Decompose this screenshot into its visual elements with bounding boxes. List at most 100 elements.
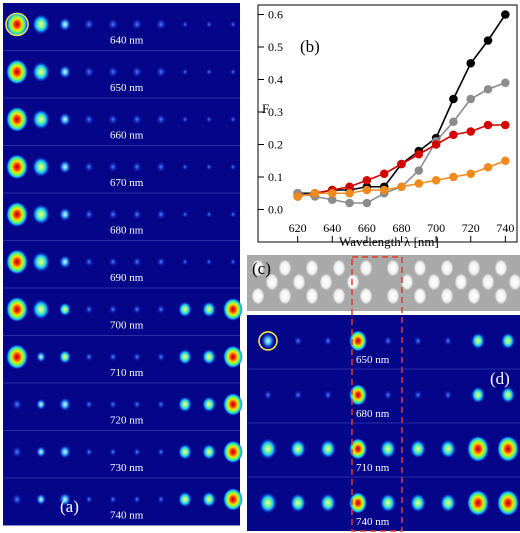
air-hole: [468, 288, 480, 304]
y-tick-label: 0.3: [268, 105, 283, 119]
field-spot: [414, 390, 422, 400]
air-hole: [455, 274, 467, 290]
air-hole: [347, 274, 359, 290]
field-spot: [230, 163, 236, 171]
wavelength-label: 650 nm: [356, 354, 390, 366]
field-spot: [32, 204, 50, 225]
field-spot: [178, 301, 192, 318]
wavelength-label: 700 nm: [110, 320, 144, 332]
wavelength-label: 720 nm: [110, 415, 144, 427]
field-spot: [6, 249, 28, 275]
air-hole: [441, 260, 453, 276]
field-spot: [324, 336, 332, 346]
field-spot: [109, 495, 117, 504]
field-spot: [156, 161, 166, 173]
x-tick-label: 740: [496, 221, 514, 235]
y-tick-label: 0.4: [268, 73, 283, 87]
field-spot: [12, 446, 22, 458]
y-tick-label: 0.1: [268, 170, 283, 184]
x-tick-label: 700: [427, 221, 445, 235]
field-spot: [290, 439, 306, 459]
field-map-row: 700 nm: [3, 287, 243, 332]
field-spot: [59, 349, 71, 364]
field-spot: [349, 330, 367, 352]
field-spot: [32, 14, 50, 35]
field-spot: [32, 61, 50, 83]
field-spot: [85, 352, 93, 362]
field-map-row: 730 nm: [3, 430, 243, 474]
x-tick-label: 720: [462, 221, 480, 235]
field-spot: [182, 258, 188, 266]
data-point: [449, 130, 458, 140]
field-spot: [320, 493, 336, 513]
field-spot: [156, 66, 166, 78]
air-hole: [266, 274, 278, 290]
wavelength-label: 730 nm: [110, 462, 144, 474]
air-hole: [428, 274, 440, 290]
field-spot: [84, 113, 94, 125]
air-hole: [468, 260, 480, 276]
air-hole: [306, 260, 318, 276]
field-spot: [380, 493, 396, 513]
x-tick-label: 680: [393, 221, 411, 235]
y-tick-label: 0.5: [268, 40, 283, 54]
highlight-circle: [258, 331, 278, 351]
wavelength-label: 710 nm: [356, 462, 390, 474]
field-spot: [32, 156, 50, 178]
field-spot: [320, 439, 336, 459]
field-spot: [324, 390, 332, 400]
field-spot: [59, 64, 71, 79]
data-point: [431, 140, 441, 149]
field-spot: [349, 492, 367, 514]
field-map-row: 740 nm: [3, 477, 243, 522]
field-spot: [501, 332, 515, 350]
field-spot: [230, 115, 236, 123]
air-hole: [414, 260, 426, 276]
field-spot: [133, 400, 141, 409]
data-point: [483, 120, 493, 130]
data-point: [466, 94, 476, 104]
wavelength-label: 670 nm: [110, 177, 144, 189]
field-spot: [6, 106, 28, 133]
field-spot: [467, 435, 489, 463]
air-hole: [252, 288, 264, 304]
field-spot: [259, 492, 277, 514]
field-spot: [182, 210, 188, 218]
data-point: [345, 182, 354, 192]
field-spot: [471, 386, 485, 404]
field-spot: [206, 163, 212, 171]
field-map-row: 740 nm: [247, 476, 520, 528]
air-hole: [333, 260, 345, 276]
field-spot: [202, 491, 216, 508]
air-hole: [495, 288, 507, 304]
field-spot: [202, 301, 216, 318]
data-point: [466, 169, 476, 179]
panel-b-chart: 0.0 0.1 0.2 0.3 0.4 0.5 0.6 620 640 660 680 700 720 7…: [257, 4, 518, 249]
field-spot: [36, 351, 46, 363]
field-spot: [202, 396, 216, 413]
field-spot: [206, 258, 212, 266]
air-hole: [387, 288, 399, 304]
data-point: [449, 117, 458, 127]
field-spot: [497, 435, 519, 463]
field-spot: [108, 18, 118, 31]
field-spot: [156, 256, 166, 267]
field-map-row: 680 nm: [247, 368, 520, 420]
field-spot: [178, 443, 192, 460]
wavelength-label: 690 nm: [110, 272, 144, 284]
air-hole: [279, 288, 291, 304]
data-point: [501, 120, 510, 130]
field-spot: [380, 439, 396, 459]
field-spot: [85, 495, 93, 504]
field-spot: [133, 495, 141, 504]
data-point: [466, 58, 476, 68]
air-hole: [252, 260, 264, 276]
data-point: [327, 188, 337, 198]
field-spot: [6, 296, 28, 323]
field-spot: [156, 209, 166, 220]
field-spot: [223, 345, 243, 369]
field-spot: [223, 297, 243, 321]
field-spot: [157, 400, 165, 409]
field-spot: [156, 304, 166, 315]
